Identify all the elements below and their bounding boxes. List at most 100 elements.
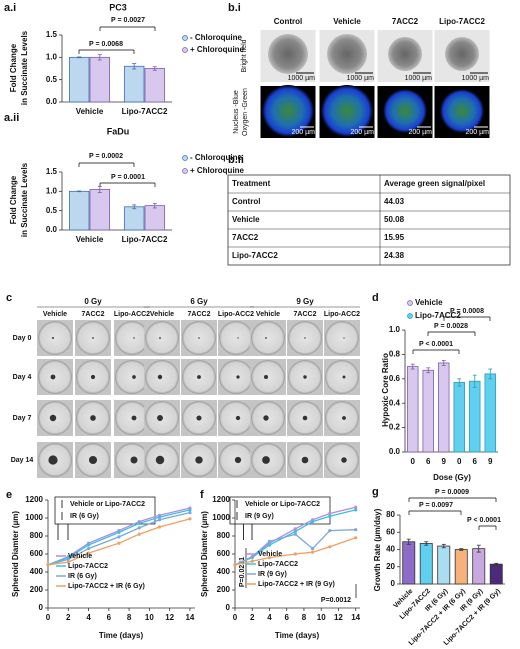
note: IR (6 Gy) <box>70 513 99 520</box>
table-cell: 50.08 <box>384 215 405 224</box>
spheroid <box>263 415 269 421</box>
legend-label: Vehicle <box>68 553 92 560</box>
point <box>188 508 192 512</box>
panel-label: g <box>372 486 379 498</box>
dose-header: 0 Gy <box>84 297 102 306</box>
note-box <box>229 496 331 525</box>
y-tick-label: 0.5 <box>46 75 58 84</box>
x-tick-label: 9 <box>488 457 493 466</box>
x-tick-label: 2 <box>66 613 71 622</box>
point <box>328 545 332 549</box>
spheroid <box>196 415 202 421</box>
panel-label: e <box>6 489 12 501</box>
spheroid <box>159 337 161 339</box>
point <box>188 510 192 515</box>
spheroid <box>49 414 57 422</box>
spheroid <box>90 374 96 380</box>
treatment-header: Lipo-ACC2 <box>218 311 254 318</box>
bar <box>144 205 166 231</box>
y-tick-label: 0 <box>391 579 396 588</box>
bar <box>68 190 90 231</box>
y-tick-label: 1200 <box>212 495 230 504</box>
legend-label: - Chloroquine <box>190 33 243 42</box>
spheroid <box>342 416 346 420</box>
panel-label: f <box>200 489 204 501</box>
spheroid <box>341 457 347 463</box>
y-tick-label: 600 <box>217 549 231 558</box>
x-tick-label: 0 <box>233 613 238 622</box>
spheroid <box>90 415 96 421</box>
bar <box>422 369 434 453</box>
y-tick-label: 80 <box>386 510 395 519</box>
table-cell: Vehicle <box>232 215 260 224</box>
row-label: Nucleus -Blue <box>233 90 240 134</box>
point <box>267 543 272 547</box>
y-axis-label: Fold Change <box>9 43 18 92</box>
spheroid <box>48 455 58 465</box>
legend-label: + Chloroquine <box>190 166 245 175</box>
point <box>293 527 297 531</box>
x-tick-label: Vehicle <box>76 235 104 244</box>
legend-label: IR (9 Gy) <box>258 571 287 578</box>
y-axis-label: in Succinate Levels <box>20 162 29 237</box>
row-label: Bright field <box>241 39 248 72</box>
x-tick-label: 9 <box>442 457 447 466</box>
legend-label: Lipo-7ACC2 + IR (9 Gy) <box>258 581 335 588</box>
y-tick-label: 20 <box>386 562 395 571</box>
arrows <box>57 500 253 540</box>
x-tick-label: 2 <box>250 613 255 622</box>
bar <box>437 545 451 585</box>
y-tick-label: 600 <box>30 549 44 558</box>
column-title: Control <box>274 17 302 26</box>
p-value: P = 0.0027 <box>111 17 145 24</box>
legend-label: Lipo-7ACC2 + IR (6 Gy) <box>68 583 145 590</box>
spheroid <box>236 375 240 379</box>
bar <box>407 366 419 453</box>
spheroid <box>155 455 165 465</box>
spheroid <box>132 375 136 379</box>
p-value: P = 0.0001 <box>111 174 145 181</box>
treatment-header: 7ACC2 <box>82 311 105 318</box>
bar <box>484 373 496 453</box>
point <box>293 532 297 536</box>
p-value: P=0.0012 <box>321 597 351 604</box>
bar <box>89 188 111 231</box>
bar <box>402 541 416 585</box>
well <box>219 360 253 394</box>
spheroid <box>445 37 479 71</box>
y-tick-label: 1.0 <box>46 52 58 61</box>
y-axis-label: in Succinate Levels <box>20 30 29 105</box>
treatment-header: Vehicle <box>256 311 280 318</box>
note: Vehicle or Lipo-7ACC2 <box>245 501 320 508</box>
y-tick-label: 0.0 <box>389 447 401 456</box>
y-axis-label: Spheroid Diamter (µm) <box>11 511 20 597</box>
y-tick-label: 800 <box>217 531 231 540</box>
spheroid <box>262 85 314 137</box>
scale-bar-label: 1000 µm <box>405 75 433 82</box>
row-label: Oxygen -Green <box>242 88 249 136</box>
panel-label: b.i <box>228 2 241 14</box>
panel-label: c <box>6 292 12 304</box>
spheroid <box>388 37 422 71</box>
spheroid <box>440 89 484 133</box>
point <box>157 515 162 519</box>
table-cell: 15.95 <box>384 233 405 242</box>
point <box>137 532 141 536</box>
y-tick-label: 1.5 <box>46 167 58 176</box>
bar <box>454 549 468 585</box>
well <box>251 321 285 355</box>
dose-header: 6 Gy <box>190 297 208 306</box>
y-tick-label: 40 <box>386 545 395 554</box>
spheroid <box>131 415 137 421</box>
point <box>117 535 121 539</box>
x-tick-label: 4 <box>86 613 91 622</box>
y-tick-label: 0.6 <box>389 374 401 383</box>
p-value: P = 0.0097 <box>419 502 453 509</box>
legend-label: Lipo-7ACC2 <box>258 561 298 568</box>
spheroid <box>92 337 94 339</box>
point <box>267 539 272 544</box>
legend-swatch <box>407 313 413 319</box>
x-tick-label: 0 <box>457 457 462 466</box>
spheroid <box>52 337 54 339</box>
legend-label: IR (6 Gy) <box>68 573 97 580</box>
